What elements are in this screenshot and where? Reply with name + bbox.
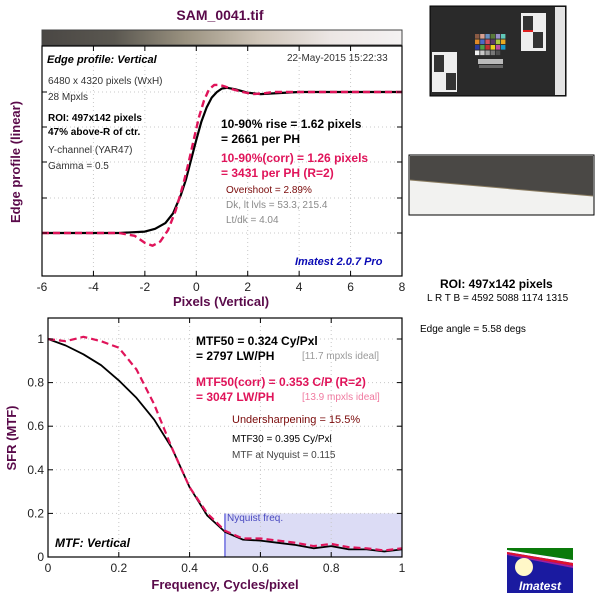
timestamp: 22-May-2015 15:22:33 xyxy=(287,53,388,64)
color-patch xyxy=(501,50,506,56)
color-patch xyxy=(490,34,495,39)
mtf-x-tick-label: 0.6 xyxy=(252,561,269,575)
color-patch xyxy=(501,45,506,50)
mtf50-corr-lwph: = 3047 LW/PH xyxy=(196,390,275,404)
mtf-y-tick-label: 0.4 xyxy=(27,463,44,477)
color-patch xyxy=(490,45,495,50)
mtf-y-axis-label: SFR (MTF) xyxy=(4,406,19,471)
edge-series xyxy=(42,83,402,247)
roi-location: 47% above-R of ctr. xyxy=(48,127,141,138)
dark-light-levels: Dk, lt lvls = 53.3, 215.4 xyxy=(226,200,328,211)
color-patch xyxy=(495,50,501,56)
mtf-ticks: 0 0.2 0.4 0.6 0.8 1 0 0.2 0.4 0.6 0.8 1 xyxy=(27,318,406,575)
edge-x-tick-label: 4 xyxy=(296,280,303,294)
color-patch xyxy=(480,34,485,39)
color-patch xyxy=(495,34,501,39)
roi-size: ROI: 497x142 pixels xyxy=(48,113,142,124)
edge-grid xyxy=(42,46,402,276)
mtf-grid xyxy=(48,318,402,557)
image-size: 6480 x 4320 pixels (WxH) xyxy=(48,76,163,87)
edge-corrected-line xyxy=(42,83,402,247)
color-patch xyxy=(475,39,480,45)
mtf-corrected-line xyxy=(47,335,403,552)
mtf50-corr-ideal: [13.9 mpxls ideal] xyxy=(302,392,380,403)
edge-x-tick-label: 2 xyxy=(244,280,251,294)
nyquist-label: Nyquist freq. xyxy=(227,513,284,524)
color-patch xyxy=(480,39,485,45)
color-patch xyxy=(485,50,490,56)
mtf-at-nyquist: MTF at Nyquist = 0.115 xyxy=(232,450,336,461)
chart-title: SAM_0041.tif xyxy=(176,7,264,23)
edge-ticks: -6 -4 -2 0 2 4 6 8 xyxy=(37,46,406,294)
version-label: Imatest 2.0.7 Pro xyxy=(295,256,383,268)
light-dark-ratio: Lt/dk = 4.04 xyxy=(226,215,279,226)
rise-10-90: 10-90% rise = 1.62 pixels xyxy=(221,117,362,131)
edge-x-tick-label: 6 xyxy=(347,280,354,294)
color-patch xyxy=(485,45,490,50)
mtf50-ideal: [11.7 mpxls ideal] xyxy=(302,351,380,362)
edge-angle: Edge angle = 5.58 degs xyxy=(420,324,526,335)
mtf-x-tick-label: 0.4 xyxy=(181,561,198,575)
roi-crop-image xyxy=(408,154,595,216)
mtf-x-tick-label: 0.2 xyxy=(110,561,127,575)
roi-coordinates: L R T B = 4592 5088 1174 1315 xyxy=(427,293,569,304)
mtf-x-tick-label: 1 xyxy=(399,561,406,575)
mtf-y-tick-label: 0.8 xyxy=(27,376,44,390)
edge-x-tick-label: 8 xyxy=(399,280,406,294)
color-patch xyxy=(490,50,495,56)
edge-x-tick-label: -4 xyxy=(88,280,99,294)
mtf-series xyxy=(47,335,403,553)
mtf-x-tick-label: 0 xyxy=(45,561,52,575)
color-patch xyxy=(480,45,485,50)
mtf-y-tick-label: 0.2 xyxy=(27,506,44,520)
rise-per-ph: = 2661 per PH xyxy=(221,132,301,146)
edge-x-tick-label: -2 xyxy=(140,280,151,294)
mtf-y-tick-label: 0.6 xyxy=(27,419,44,433)
color-patch xyxy=(490,39,495,45)
rise-corr-per-ph: = 3431 per PH (R=2) xyxy=(221,166,334,180)
mtf-x-axis-label: Frequency, Cycles/pixel xyxy=(151,577,298,592)
roi-title: ROI: 497x142 pixels xyxy=(440,277,553,291)
mtf-y-tick-label: 0 xyxy=(37,550,44,564)
gamma: Gamma = 0.5 xyxy=(48,161,109,172)
edge-x-tick-label: 0 xyxy=(193,280,200,294)
edge-y-axis-label: Edge profile (linear) xyxy=(8,101,23,223)
edge-x-axis-label: Pixels (Vertical) xyxy=(173,294,269,309)
color-patch xyxy=(485,39,490,45)
imatest-logo: Imatest xyxy=(507,548,573,593)
edge-plot-title: Edge profile: Vertical xyxy=(47,54,157,66)
color-patch xyxy=(475,34,480,39)
full-image-thumbnail xyxy=(429,5,567,97)
edge-x-tick-label: -6 xyxy=(37,280,48,294)
color-patch xyxy=(501,39,506,45)
rise-corr: 10-90%(corr) = 1.26 pixels xyxy=(221,151,369,165)
color-patch xyxy=(480,50,485,56)
mtf50-lwph: = 2797 LW/PH xyxy=(196,349,275,363)
color-patch xyxy=(495,45,501,50)
undersharpening: Undersharpening = 15.5% xyxy=(232,414,361,426)
mtf30: MTF30 = 0.395 Cy/Pxl xyxy=(232,434,332,445)
color-patch xyxy=(475,50,480,56)
mtf-plot-frame xyxy=(47,317,403,558)
mtf50: MTF50 = 0.324 Cy/Pxl xyxy=(196,334,318,348)
logo-text: Imatest xyxy=(519,579,562,593)
color-patch xyxy=(485,34,490,39)
mtf-plot-title: MTF: Vertical xyxy=(55,536,130,550)
overshoot: Overshoot = 2.89% xyxy=(226,185,312,196)
mtf-y-tick-label: 1 xyxy=(37,332,44,346)
color-patch xyxy=(495,39,501,45)
color-patch xyxy=(501,34,506,39)
channel: Y-channel (YAR47) xyxy=(48,145,133,156)
mtf-x-tick-label: 0.8 xyxy=(323,561,340,575)
megapixels: 28 Mpxls xyxy=(48,92,89,103)
edge-plot-frame xyxy=(41,45,403,277)
tone-gradient-bar xyxy=(41,29,403,46)
mtf50-corr: MTF50(corr) = 0.353 C/P (R=2) xyxy=(196,375,366,389)
color-patch xyxy=(475,45,480,50)
